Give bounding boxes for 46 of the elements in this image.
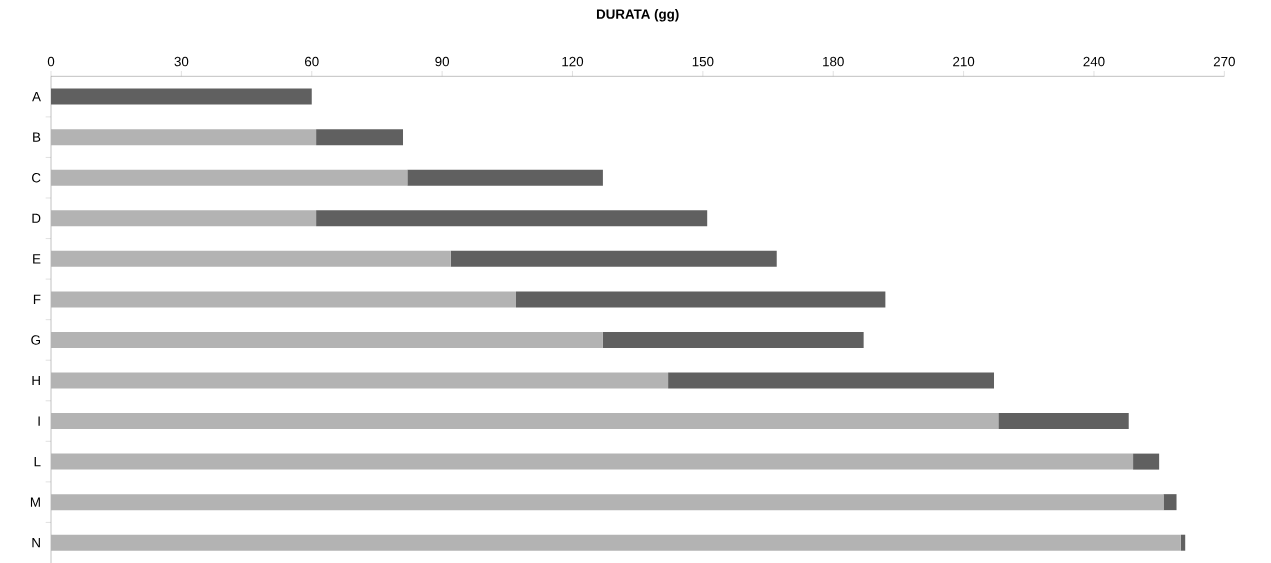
bar xyxy=(1180,534,1186,551)
chart-title: DURATA (gg) xyxy=(596,8,679,22)
bar xyxy=(668,372,995,389)
bar xyxy=(51,494,1164,511)
x-tick-label: 90 xyxy=(435,56,450,67)
x-tick-label: 150 xyxy=(692,56,714,67)
x-tick-label: 210 xyxy=(953,56,975,67)
bar xyxy=(51,331,603,348)
bar xyxy=(51,169,408,186)
y-tick-label: C xyxy=(32,172,41,183)
x-tick-label: 270 xyxy=(1213,56,1235,67)
y-tick-label: D xyxy=(32,213,41,223)
x-tick-label: 60 xyxy=(305,56,319,67)
bar xyxy=(51,250,451,267)
bar xyxy=(51,534,1181,551)
bar xyxy=(1133,453,1160,470)
bar xyxy=(51,291,516,308)
bar xyxy=(515,291,886,308)
x-tick-label: 180 xyxy=(823,56,844,67)
y-tick-label: F xyxy=(33,294,41,304)
y-tick-label: A xyxy=(32,91,41,102)
y-tick-label: E xyxy=(33,254,41,264)
y-tick-label: N xyxy=(32,537,40,548)
bar xyxy=(51,210,317,227)
bar xyxy=(316,210,708,227)
bar xyxy=(407,169,603,186)
y-tick-label: L xyxy=(34,456,41,467)
bar xyxy=(316,129,404,146)
bar xyxy=(51,129,317,146)
x-tick-label: 240 xyxy=(1083,56,1105,67)
bar xyxy=(1163,494,1177,511)
bar xyxy=(998,412,1129,429)
bar xyxy=(450,250,777,267)
x-tick-label: 30 xyxy=(174,56,189,67)
x-tick-label: 120 xyxy=(562,56,584,67)
bar xyxy=(602,331,864,348)
y-tick-label: I xyxy=(38,416,40,426)
y-tick-label: G xyxy=(31,335,40,345)
bar xyxy=(51,453,1134,470)
x-tick-label: 0 xyxy=(47,56,55,67)
y-tick-label: H xyxy=(32,375,40,385)
y-tick-label: M xyxy=(30,497,40,507)
y-tick-label: B xyxy=(33,132,41,142)
bar xyxy=(51,372,669,389)
bar xyxy=(51,412,999,429)
bar xyxy=(51,88,312,105)
